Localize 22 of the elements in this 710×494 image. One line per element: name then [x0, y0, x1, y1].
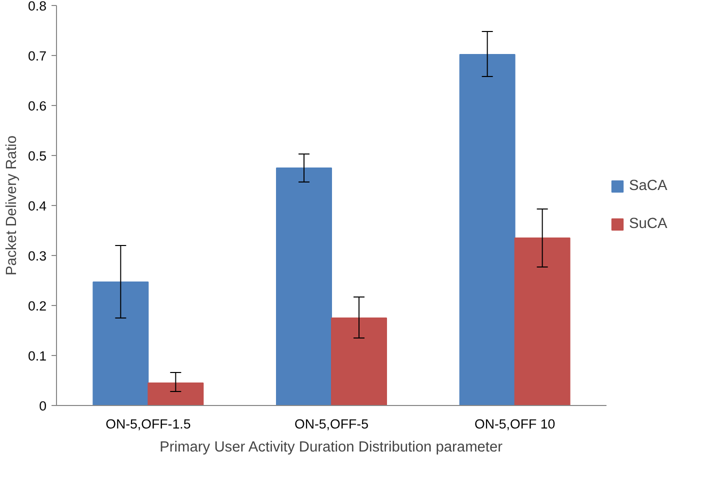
y-tick-label: 0.8	[28, 0, 47, 14]
x-tick-label: ON-5,OFF 10	[474, 416, 556, 432]
x-axis-title: Primary User Activity Duration Distribution parameter	[160, 440, 503, 456]
y-axis-title: Packet Delivery Ratio	[4, 135, 20, 276]
bar	[331, 318, 387, 406]
y-tick-label: 0	[39, 398, 47, 414]
legend-label: SaCA	[629, 178, 668, 194]
y-tick-label: 0.5	[28, 148, 47, 164]
y-tick-label: 0.4	[28, 198, 48, 214]
y-tick-label: 0.3	[28, 248, 47, 264]
y-tick-label: 0.6	[28, 98, 47, 114]
bar	[148, 382, 204, 406]
bar	[459, 54, 516, 406]
bar	[514, 238, 570, 406]
bar	[92, 282, 149, 406]
y-tick-label: 0.7	[28, 48, 47, 64]
y-tick-label: 0.1	[28, 348, 47, 364]
legend-label: SuCA	[629, 216, 668, 232]
bar	[276, 168, 332, 406]
x-tick-label: ON-5,OFF-1.5	[106, 416, 191, 432]
x-tick-label: ON-5,OFF-5	[294, 416, 369, 432]
y-tick-label: 0.2	[28, 298, 47, 314]
